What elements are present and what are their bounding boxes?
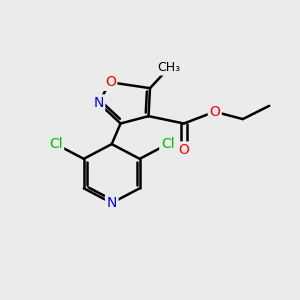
Text: N: N <box>93 96 104 110</box>
Text: O: O <box>209 105 220 119</box>
Text: Cl: Cl <box>161 137 175 151</box>
Text: Cl: Cl <box>49 137 63 151</box>
Text: O: O <box>105 75 116 89</box>
Text: O: O <box>178 143 189 157</box>
Text: CH₃: CH₃ <box>158 61 181 74</box>
Text: N: N <box>106 196 117 210</box>
